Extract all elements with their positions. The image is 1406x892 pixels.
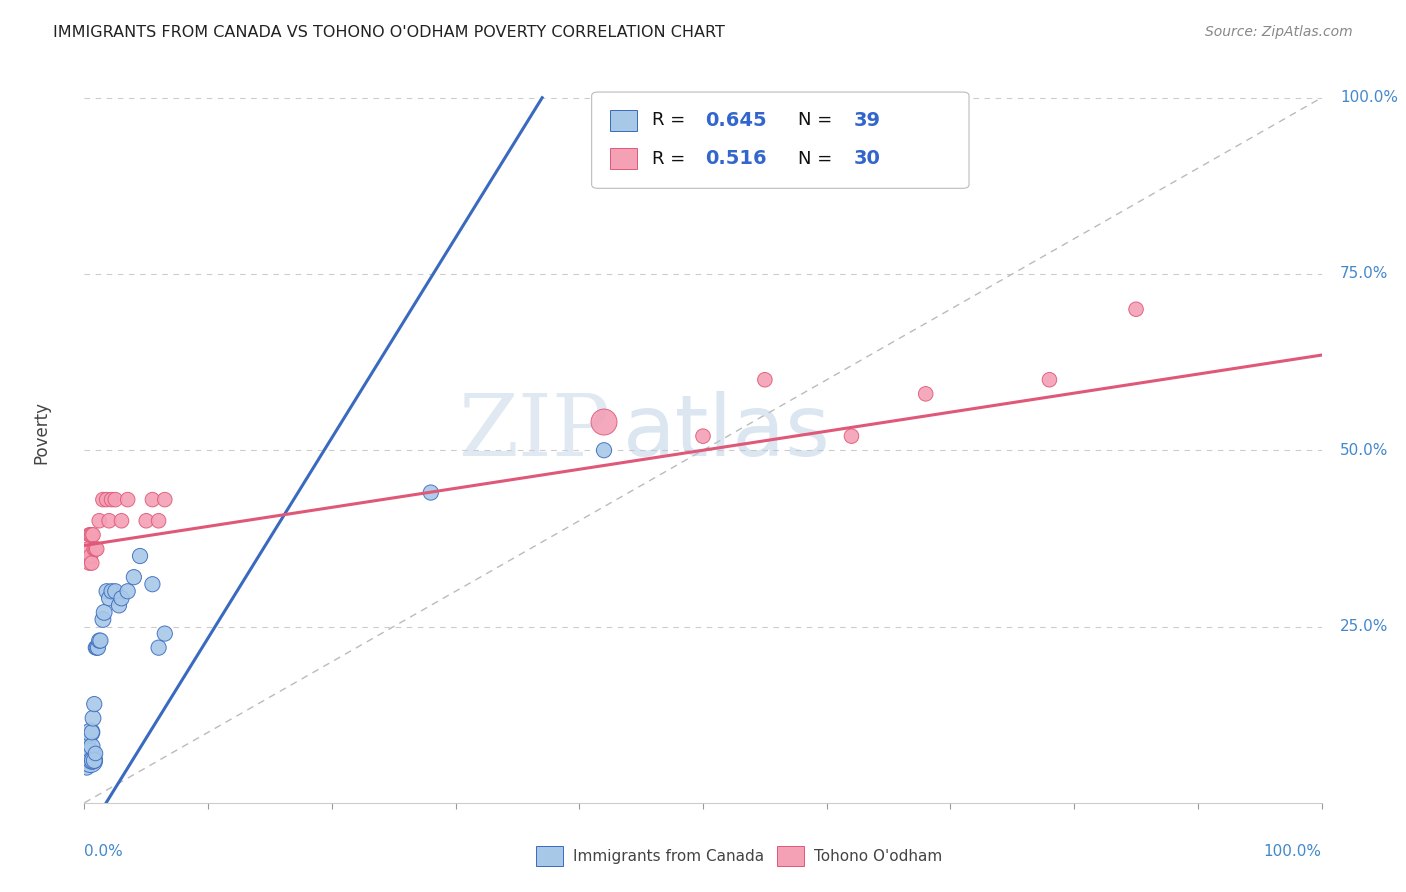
Text: 0.645: 0.645 (706, 111, 768, 129)
Point (96, 584, 118, 599)
Point (148, 514, 170, 528)
Point (98, 514, 121, 528)
Point (104, 492, 127, 507)
Point (1125, 302, 1147, 317)
Point (93, 606, 115, 620)
Point (83, 697, 105, 711)
Text: R =: R = (652, 150, 692, 168)
Point (83, 754, 105, 768)
Point (89, 514, 111, 528)
Text: Poverty: Poverty (32, 401, 51, 464)
Text: 50.0%: 50.0% (1340, 442, 1389, 458)
Point (79, 528, 101, 542)
Point (96, 492, 118, 507)
Point (82, 754, 104, 768)
Text: N =: N = (799, 112, 838, 129)
Point (153, 492, 176, 507)
Point (129, 549, 152, 563)
Point (89, 633, 111, 648)
Text: ZIP: ZIP (458, 391, 610, 475)
Text: N =: N = (799, 150, 838, 168)
Text: 30: 30 (853, 149, 880, 169)
FancyBboxPatch shape (592, 92, 969, 188)
Text: Tohono O'odham: Tohono O'odham (814, 848, 942, 863)
Point (86, 640, 108, 655)
Point (110, 514, 132, 528)
Text: 75.0%: 75.0% (1340, 267, 1389, 282)
Text: 0.516: 0.516 (706, 149, 768, 169)
Point (153, 626, 176, 640)
Point (80, 556, 103, 570)
Point (80, 725, 103, 739)
Point (77, 747, 100, 761)
Point (122, 570, 145, 584)
Point (84, 541, 107, 556)
Point (87, 640, 110, 655)
Point (135, 514, 157, 528)
Bar (610, 148, 637, 169)
Point (100, 492, 122, 507)
Point (79, 747, 101, 761)
Point (1038, 373, 1060, 387)
Point (108, 599, 131, 613)
Text: 100.0%: 100.0% (1264, 844, 1322, 858)
Point (89, 633, 111, 648)
Point (86, 541, 108, 556)
Point (91, 492, 114, 507)
Point (79, 725, 101, 739)
Point (754, 373, 776, 387)
Point (117, 584, 139, 599)
Text: 100.0%: 100.0% (1340, 90, 1398, 105)
Text: atlas: atlas (623, 391, 831, 475)
Bar (778, 847, 804, 866)
Text: Source: ZipAtlas.com: Source: ZipAtlas.com (1205, 25, 1353, 39)
Point (84, 747, 107, 761)
Point (100, 584, 122, 599)
Bar (610, 110, 637, 130)
Point (110, 591, 132, 606)
Point (148, 640, 170, 655)
Point (77, 754, 100, 768)
Text: 25.0%: 25.0% (1340, 619, 1389, 634)
Point (104, 584, 127, 599)
Point (79, 556, 101, 570)
Point (82, 711, 104, 725)
Point (80, 739, 103, 754)
Point (77, 541, 100, 556)
Point (80, 528, 103, 542)
Point (692, 429, 714, 443)
Text: 0.0%: 0.0% (84, 844, 124, 858)
Point (84, 640, 107, 655)
Text: R =: R = (652, 112, 692, 129)
Point (141, 577, 163, 591)
Point (98, 591, 121, 606)
Text: IMMIGRANTS FROM CANADA VS TOHONO O'ODHAM POVERTY CORRELATION CHART: IMMIGRANTS FROM CANADA VS TOHONO O'ODHAM… (53, 25, 725, 40)
Text: Immigrants from Canada: Immigrants from Canada (574, 848, 765, 863)
Point (79, 747, 101, 761)
Point (841, 429, 863, 443)
Point (83, 541, 105, 556)
Point (76, 760, 98, 774)
Text: 39: 39 (853, 111, 882, 129)
Point (91, 612, 114, 626)
Point (79, 528, 101, 542)
Point (117, 492, 139, 507)
Point (80, 754, 103, 768)
Point (593, 443, 616, 458)
Point (914, 387, 936, 401)
Point (593, 415, 616, 429)
Point (79, 754, 101, 768)
Point (419, 485, 441, 500)
Bar (536, 847, 564, 866)
Point (82, 528, 104, 542)
Point (77, 739, 100, 754)
Point (79, 549, 101, 563)
Point (141, 492, 163, 507)
Point (79, 754, 101, 768)
Point (79, 732, 101, 747)
